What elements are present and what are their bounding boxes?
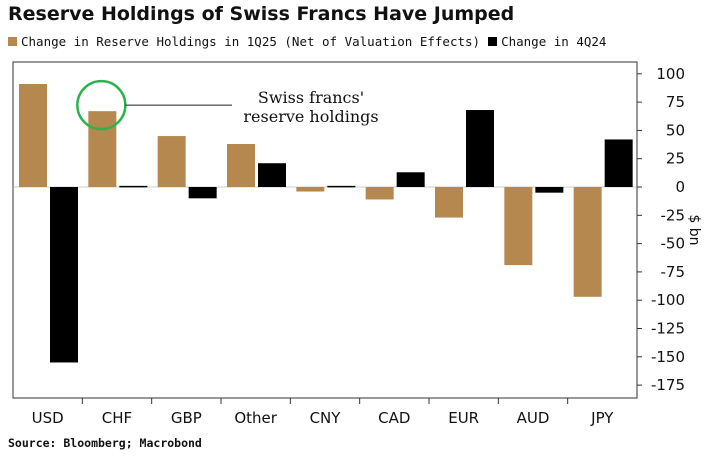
x-tick-label: CNY xyxy=(310,409,342,427)
x-tick-label: Other xyxy=(234,409,277,427)
source-note: Source: Bloomberg; Macrobond xyxy=(8,436,202,450)
x-tick-label: CHF xyxy=(102,409,132,427)
annotation-line-1: Swiss francs' xyxy=(258,88,364,107)
bar-eur-4q24 xyxy=(466,110,494,187)
x-tick-label: AUD xyxy=(517,409,550,427)
bar-chf-1q25 xyxy=(88,111,116,187)
y-tick-label: 50 xyxy=(666,121,685,139)
x-tick-label: GBP xyxy=(171,409,202,427)
y-tick-label: 25 xyxy=(666,150,685,168)
y-tick-label: -25 xyxy=(661,206,686,224)
bar-other-4q24 xyxy=(258,163,286,187)
y-tick-label: -100 xyxy=(651,291,685,309)
bar-jpy-4q24 xyxy=(605,139,633,187)
x-tick-label: USD xyxy=(32,409,64,427)
y-axis-unit: $ bn xyxy=(686,214,702,245)
bar-chart: 100 75 50 25 0 -25 -50 -75 -100 -125 -150 -175 $ bn U… xyxy=(0,0,706,460)
bar-other-1q25 xyxy=(227,144,255,187)
bar-gbp-4q24 xyxy=(189,187,217,198)
bar-eur-1q25 xyxy=(435,187,463,218)
y-tick-label: -125 xyxy=(651,320,685,338)
y-tick-label: -175 xyxy=(651,376,685,394)
bar-usd-4q24 xyxy=(50,187,78,362)
bar-aud-4q24 xyxy=(535,187,563,193)
x-tick-label: CAD xyxy=(378,409,410,427)
y-tick-label: 0 xyxy=(675,178,685,196)
y-tick-label: -50 xyxy=(661,235,686,253)
x-tick-label: JPY xyxy=(590,409,614,427)
y-tick-label: -150 xyxy=(651,348,685,366)
bar-cad-1q25 xyxy=(366,187,394,199)
annotation-line-2: reserve holdings xyxy=(243,107,378,126)
y-tick-label: 75 xyxy=(666,93,685,111)
bar-cny-1q25 xyxy=(296,187,324,192)
x-tick-label: EUR xyxy=(448,409,479,427)
bar-cny-4q24 xyxy=(327,186,355,188)
bar-chf-4q24 xyxy=(119,186,147,188)
bar-gbp-1q25 xyxy=(158,136,186,187)
bar-cad-4q24 xyxy=(397,172,425,187)
bar-aud-1q25 xyxy=(504,187,532,265)
bar-jpy-1q25 xyxy=(574,187,602,297)
y-tick-label: -75 xyxy=(661,263,686,281)
y-tick-label: 100 xyxy=(656,65,685,83)
bar-usd-1q25 xyxy=(19,84,47,187)
